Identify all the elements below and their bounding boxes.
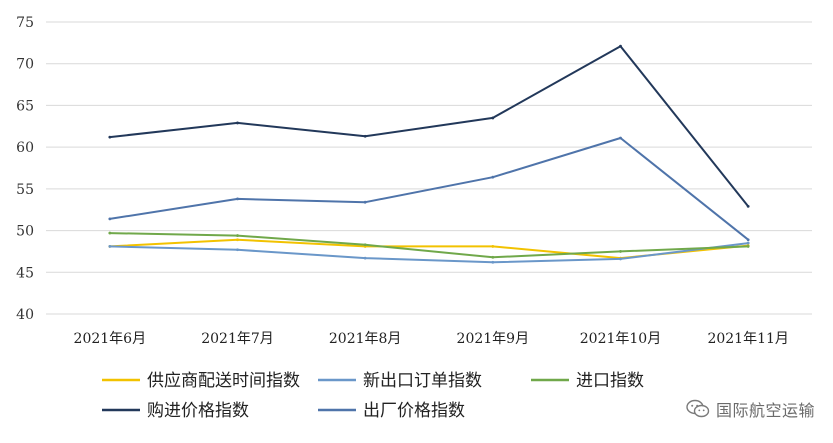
series-3 bbox=[108, 44, 750, 208]
x-tick-label: 2021年8月 bbox=[329, 331, 402, 347]
legend-item: 进口指数 bbox=[531, 371, 644, 391]
data-point bbox=[746, 204, 750, 208]
data-point bbox=[619, 44, 622, 48]
data-point bbox=[746, 238, 750, 242]
data-point bbox=[619, 257, 622, 261]
x-tick-label: 2021年7月 bbox=[201, 331, 274, 347]
grid-layer bbox=[46, 21, 812, 315]
wechat-icon bbox=[686, 399, 710, 418]
legend-label: 出厂价格指数 bbox=[363, 401, 465, 421]
x-tick-label: 2021年11月 bbox=[707, 331, 788, 347]
y-axis-ticks: 40 45 50 55 60 65 70 75 bbox=[16, 15, 34, 323]
data-point bbox=[236, 197, 239, 201]
data-point bbox=[746, 245, 750, 248]
y-tick-label: 60 bbox=[16, 140, 34, 156]
y-tick-label: 65 bbox=[16, 98, 34, 114]
series-2 bbox=[108, 231, 750, 259]
legend-item: 新出口订单指数 bbox=[318, 371, 482, 391]
series-line bbox=[108, 137, 750, 241]
data-point bbox=[108, 231, 112, 235]
series-line bbox=[108, 242, 750, 264]
data-point bbox=[363, 256, 367, 260]
data-point bbox=[108, 245, 112, 248]
x-tick-label: 2021年10月 bbox=[580, 331, 661, 347]
data-point bbox=[491, 255, 495, 259]
x-axis-ticks: 2021年6月 2021年7月 2021年8月 2021年9月 2021年10月 2021… bbox=[74, 331, 789, 347]
series-line bbox=[108, 45, 750, 208]
data-point bbox=[363, 200, 367, 204]
data-point bbox=[491, 245, 495, 248]
data-point bbox=[491, 116, 495, 120]
data-point bbox=[236, 234, 239, 237]
series-layer bbox=[108, 44, 750, 264]
watermark: 国际航空运输 bbox=[686, 397, 815, 421]
y-tick-label: 55 bbox=[16, 182, 34, 198]
data-point bbox=[491, 175, 495, 179]
watermark-text: 国际航空运输 bbox=[715, 401, 815, 420]
y-tick-label: 70 bbox=[16, 57, 34, 73]
legend-item: 供应商配送时间指数 bbox=[102, 371, 300, 391]
data-point bbox=[236, 238, 239, 242]
y-tick-label: 45 bbox=[16, 265, 34, 281]
y-tick-label: 40 bbox=[16, 307, 34, 323]
data-point bbox=[236, 248, 239, 252]
data-point bbox=[236, 121, 239, 125]
data-point bbox=[108, 135, 112, 139]
series-4 bbox=[108, 136, 750, 242]
legend-label: 供应商配送时间指数 bbox=[147, 371, 300, 391]
legend-label: 新出口订单指数 bbox=[363, 371, 482, 391]
y-tick-label: 75 bbox=[16, 15, 34, 31]
data-point bbox=[746, 241, 750, 245]
data-point bbox=[363, 134, 367, 138]
data-point bbox=[619, 136, 622, 140]
data-point bbox=[108, 217, 112, 221]
x-tick-label: 2021年9月 bbox=[457, 331, 530, 347]
legend-label: 购进价格指数 bbox=[147, 401, 249, 421]
data-point bbox=[491, 260, 495, 264]
legend-item: 购进价格指数 bbox=[102, 401, 249, 421]
series-line bbox=[108, 232, 750, 259]
legend-label: 进口指数 bbox=[576, 371, 644, 391]
x-tick-label: 2021年6月 bbox=[74, 331, 147, 347]
series-1 bbox=[108, 241, 750, 264]
y-tick-label: 50 bbox=[16, 224, 34, 240]
data-point bbox=[619, 250, 622, 253]
legend-item: 出厂价格指数 bbox=[318, 401, 465, 421]
data-point bbox=[363, 243, 367, 247]
